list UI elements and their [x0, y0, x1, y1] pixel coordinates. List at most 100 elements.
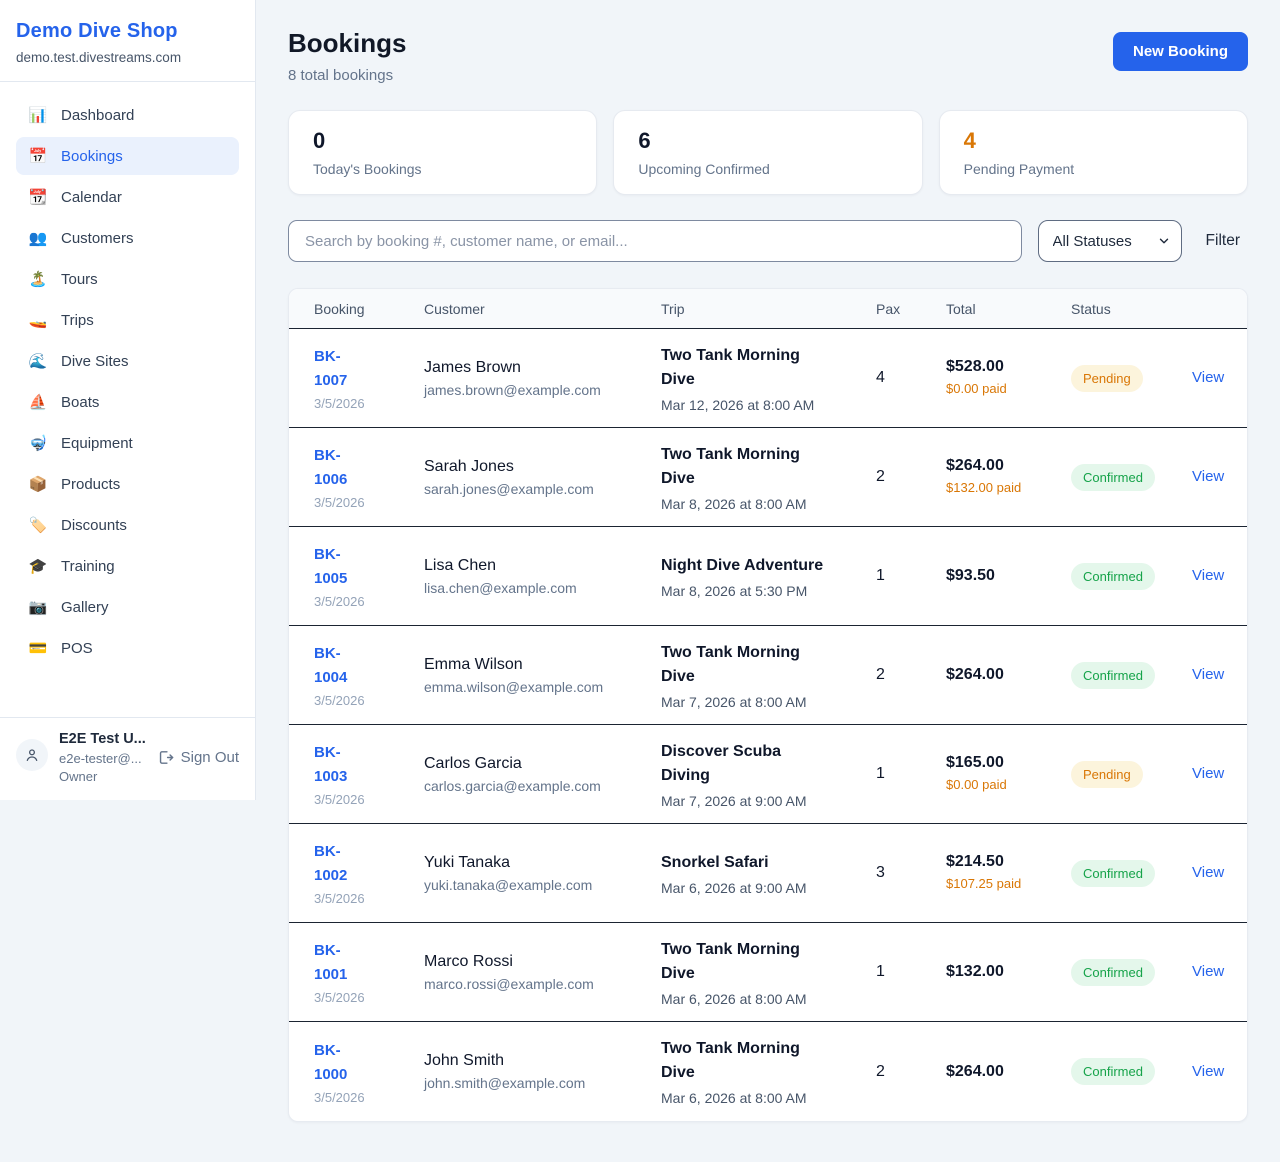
- pax-count: 3: [876, 864, 885, 881]
- sidebar-item-label: Discounts: [61, 516, 127, 534]
- trip-datetime: Mar 6, 2026 at 8:00 AM: [661, 1090, 807, 1106]
- filter-button[interactable]: Filter: [1205, 232, 1240, 249]
- table-row: BK-1003 3/5/2026 Carlos Garcia carlos.garc…: [289, 725, 1247, 824]
- status-filter-select[interactable]: All Statuses: [1038, 221, 1181, 261]
- sidebar-item-dashboard[interactable]: 📊 Dashboard: [16, 96, 239, 134]
- booking-date: 3/5/2026: [314, 594, 365, 609]
- pax-count: 2: [876, 1062, 885, 1080]
- sidebar-item-equipment[interactable]: 🤿 Equipment: [16, 424, 239, 462]
- booking-id-link[interactable]: BK-1007: [314, 348, 348, 389]
- column-header-pax: Pax: [876, 300, 901, 317]
- booking-id-link[interactable]: BK-1006: [314, 447, 348, 488]
- booking-date: 3/5/2026: [314, 693, 365, 708]
- total-amount: $132.00: [946, 963, 1004, 980]
- customer-name: John Smith: [424, 1052, 505, 1069]
- sidebar-item-training[interactable]: 🎓 Training: [16, 547, 239, 585]
- booking-id-link[interactable]: BK-1002: [314, 843, 348, 884]
- paid-amount: $107.25 paid: [946, 875, 1022, 891]
- search-input[interactable]: [288, 220, 1022, 262]
- shop-name: Demo Dive Shop: [16, 20, 178, 42]
- status-badge: Confirmed: [1071, 1058, 1155, 1085]
- booking-date: 3/5/2026: [314, 396, 365, 411]
- sign-out-icon: [159, 751, 173, 764]
- trip-name: Snorkel Safari: [661, 853, 769, 871]
- page-header: Bookings 8 total bookings New Booking: [288, 28, 1248, 84]
- customer-email: lisa.chen@example.com: [424, 579, 577, 596]
- user-panel: E2E Test U... e2e-tester@... Owner Sign …: [0, 717, 255, 800]
- user-email: e2e-tester@...: [59, 751, 142, 766]
- view-link[interactable]: View: [1192, 567, 1225, 584]
- camera-icon: 📷: [28, 599, 48, 616]
- wave-icon: 🌊: [28, 353, 48, 370]
- sidebar-item-tours[interactable]: 🏝️ Tours: [16, 260, 239, 298]
- trip-name: Two Tank Morning Dive: [661, 445, 800, 487]
- stat-label: Today's Bookings: [313, 161, 422, 177]
- booking-id-link[interactable]: BK-1004: [314, 645, 348, 686]
- customer-name: Lisa Chen: [424, 556, 497, 574]
- customers-icon: 👥: [28, 230, 48, 247]
- total-amount: $165.00: [946, 753, 1004, 771]
- sidebar-item-products[interactable]: 📦 Products: [16, 465, 239, 503]
- sidebar-item-gallery[interactable]: 📷 Gallery: [16, 588, 239, 626]
- column-header-status: Status: [1071, 300, 1111, 317]
- calendar-icon: 📆: [28, 189, 48, 206]
- column-header-booking: Booking: [314, 300, 365, 317]
- sidebar-item-bookings[interactable]: 📅 Bookings: [16, 137, 239, 175]
- sidebar-item-boats[interactable]: ⛵ Boats: [16, 383, 239, 421]
- status-badge: Confirmed: [1071, 463, 1155, 491]
- trip-datetime: Mar 7, 2026 at 9:00 AM: [661, 792, 807, 809]
- customer-email: marco.rossi@example.com: [424, 975, 594, 992]
- stats-row: 0 Today's Bookings 6 Upcoming Confirmed …: [288, 110, 1248, 195]
- booking-id-link[interactable]: BK-1003: [314, 744, 348, 785]
- sidebar-item-label: Gallery: [61, 598, 109, 616]
- pax-count: 2: [876, 468, 885, 485]
- view-link[interactable]: View: [1192, 1062, 1225, 1080]
- pax-count: 1: [876, 765, 885, 782]
- column-header-customer: Customer: [424, 300, 485, 317]
- package-icon: 📦: [28, 476, 48, 493]
- customer-email: yuki.tanaka@example.com: [424, 876, 593, 893]
- paid-amount: $0.00 paid: [946, 380, 1007, 396]
- view-link[interactable]: View: [1192, 765, 1225, 782]
- sidebar-item-trips[interactable]: 🚤 Trips: [16, 301, 239, 339]
- credit-card-icon: 💳: [28, 640, 48, 657]
- total-amount: $214.50: [946, 852, 1004, 870]
- sailboat-icon: ⛵: [28, 394, 48, 411]
- bookings-calendar-icon: 📅: [28, 148, 48, 165]
- view-link[interactable]: View: [1192, 666, 1225, 683]
- view-link[interactable]: View: [1192, 369, 1225, 386]
- view-link[interactable]: View: [1192, 468, 1225, 485]
- sign-out-label: Sign Out: [180, 749, 239, 766]
- stat-pending-payment: 4 Pending Payment: [938, 110, 1248, 195]
- trip-datetime: Mar 12, 2026 at 8:00 AM: [661, 396, 815, 413]
- sidebar-item-label: Equipment: [61, 434, 133, 452]
- booking-id-link[interactable]: BK-1005: [314, 546, 348, 587]
- trip-datetime: Mar 8, 2026 at 8:00 AM: [661, 495, 807, 512]
- trip-datetime: Mar 7, 2026 at 8:00 AM: [661, 693, 807, 710]
- sidebar: Demo Dive Shop demo.test.divestreams.com…: [0, 0, 256, 800]
- dashboard-icon: 📊: [28, 107, 48, 124]
- view-link[interactable]: View: [1192, 963, 1225, 980]
- sign-out-button[interactable]: Sign Out: [157, 749, 239, 766]
- sidebar-item-calendar[interactable]: 📆 Calendar: [16, 178, 239, 216]
- sidebar-item-customers[interactable]: 👥 Customers: [16, 219, 239, 257]
- status-filter-wrap: All Statuses: [1037, 220, 1182, 262]
- booking-date: 3/5/2026: [314, 891, 365, 906]
- status-badge: Pending: [1071, 364, 1143, 392]
- customer-email: john.smith@example.com: [424, 1075, 586, 1091]
- pax-count: 4: [876, 369, 885, 386]
- column-header-total: Total: [946, 300, 976, 317]
- stat-value: 4: [963, 128, 976, 153]
- sidebar-item-dive-sites[interactable]: 🌊 Dive Sites: [16, 342, 239, 380]
- view-link[interactable]: View: [1192, 864, 1225, 881]
- sidebar-item-discounts[interactable]: 🏷️ Discounts: [16, 506, 239, 544]
- sidebar-item-pos[interactable]: 💳 POS: [16, 629, 239, 667]
- booking-id-link[interactable]: BK-1001: [314, 942, 348, 983]
- new-booking-button[interactable]: New Booking: [1112, 32, 1248, 71]
- table-row: BK-1001 3/5/2026 Marco Rossi marco.rossi@e…: [289, 923, 1247, 1022]
- trip-name: Night Dive Adventure: [661, 556, 824, 574]
- pax-count: 1: [876, 963, 885, 980]
- booking-id-link[interactable]: BK-1000: [314, 1041, 348, 1083]
- total-amount: $93.50: [946, 567, 995, 584]
- trip-datetime: Mar 6, 2026 at 9:00 AM: [661, 879, 807, 896]
